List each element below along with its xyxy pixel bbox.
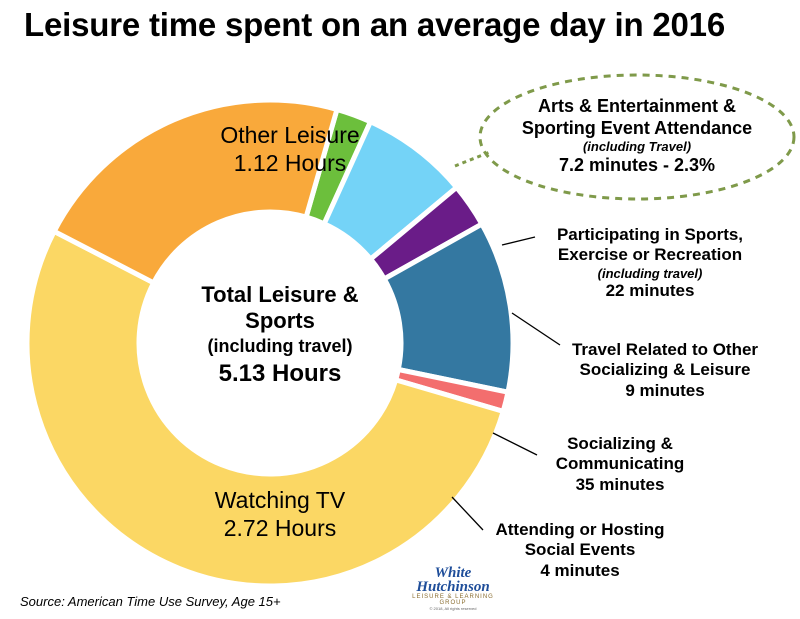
- donut-slice-tv: [24, 228, 506, 589]
- white-hutchinson-logo: White Hutchinson LEISURE & LEARNING GROU…: [408, 566, 498, 616]
- label-sports-value: 22 minutes: [605, 281, 695, 301]
- label-travel-value: 9 minutes: [625, 380, 705, 400]
- label-watching-tv: Watching TV 2.72 Hours: [180, 487, 380, 542]
- label-sports-note: (including travel): [597, 265, 703, 281]
- label-arts-line1: Arts & Entertainment &: [537, 96, 737, 116]
- logo-line2: Hutchinson: [416, 579, 490, 595]
- label-social-line1: Socializing &: [567, 434, 673, 453]
- label-arts-note: (including Travel): [582, 139, 692, 155]
- label-sports-line1: Participating in Sports,: [556, 225, 744, 244]
- label-travel: Travel Related to Other Socializing & Le…: [545, 340, 785, 401]
- label-social: Socializing & Communicating 35 minutes: [520, 434, 720, 495]
- label-arts-value: 7.2 minutes - 2.3%: [558, 154, 716, 175]
- donut-slice-other: [51, 97, 340, 286]
- label-events-value: 4 minutes: [540, 560, 620, 580]
- label-other-value: 1.12 Hours: [233, 149, 347, 176]
- label-events-line2: Social Events: [524, 540, 636, 560]
- label-events-line1: Attending or Hosting: [495, 520, 665, 539]
- leader-line-social: [492, 432, 538, 456]
- logo-copyright: © 2018, All rights reserved: [429, 606, 477, 611]
- label-sports-line2: Exercise or Recreation: [557, 245, 743, 265]
- chart-title: Leisure time spent on an average day in …: [24, 6, 725, 43]
- label-arts: Arts & Entertainment & Sporting Event At…: [497, 96, 777, 176]
- center-title-line2: Sports: [245, 308, 315, 334]
- center-title-line1: Total Leisure &: [201, 282, 359, 307]
- label-social-value: 35 minutes: [575, 474, 665, 494]
- label-tv-name: Watching TV: [214, 487, 346, 513]
- donut-slices: [24, 97, 516, 589]
- center-subtitle: (including travel): [207, 335, 353, 356]
- label-travel-line2: Socializing & Leisure: [579, 360, 751, 380]
- center-value: 5.13 Hours: [218, 360, 342, 388]
- label-tv-value: 2.72 Hours: [223, 514, 337, 541]
- label-arts-line2: Sporting Event Attendance: [521, 117, 753, 138]
- leader-line-arts: [454, 150, 491, 168]
- arts-callout-bubble: [478, 73, 796, 201]
- label-other-name: Other Leisure: [220, 122, 360, 148]
- leader-line-travel: [511, 312, 561, 346]
- source-note: Source: American Time Use Survey, Age 15…: [20, 594, 281, 609]
- label-other-leisure: Other Leisure 1.12 Hours: [190, 122, 390, 177]
- logo-line1: White: [434, 565, 472, 581]
- leader-line-sports: [501, 236, 536, 246]
- label-travel-line1: Travel Related to Other: [571, 340, 759, 359]
- label-events: Attending or Hosting Social Events 4 min…: [470, 520, 690, 581]
- center-total: Total Leisure & Sports (including travel…: [165, 282, 395, 389]
- leader-lines: [451, 236, 561, 531]
- label-sports: Participating in Sports, Exercise or Rec…: [530, 225, 770, 302]
- leader-line-events: [451, 496, 484, 531]
- label-social-line2: Communicating: [555, 454, 685, 474]
- logo-tagline: LEISURE & LEARNING GROUP: [412, 594, 494, 606]
